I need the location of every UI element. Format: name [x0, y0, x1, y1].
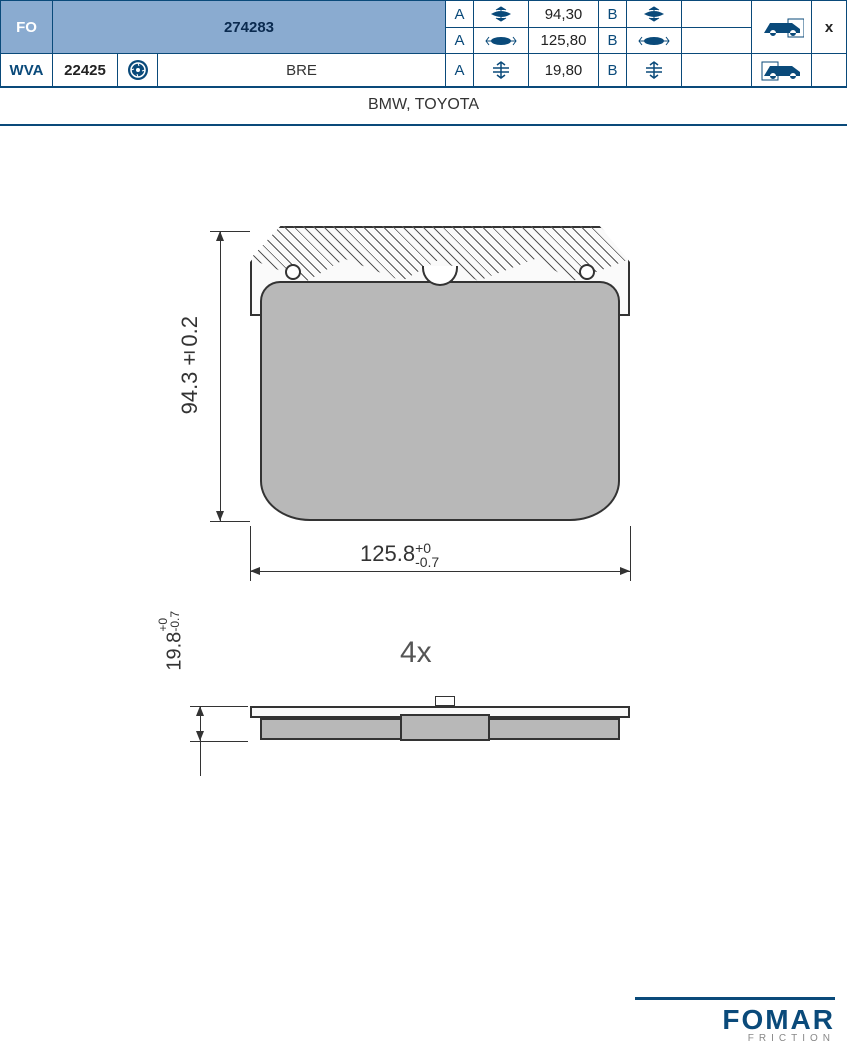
- thick-ext-bot: [190, 741, 248, 742]
- thick-tol-bot: -0.7: [168, 611, 182, 632]
- brand-name: FOMAR: [635, 1004, 835, 1036]
- height-icon-b: [627, 1, 682, 28]
- wva-number: 22425: [53, 54, 118, 88]
- fo-label: FO: [1, 1, 53, 54]
- dim-b-label-2: B: [599, 28, 627, 54]
- quantity-text: 4x: [400, 636, 432, 670]
- bre-code: BRE: [158, 54, 446, 88]
- part-number: 274283: [53, 1, 446, 54]
- disc-icon: [118, 54, 158, 88]
- thickness-icon: [474, 54, 529, 88]
- thick-main: 19.8: [163, 632, 185, 671]
- rear-axle-icon: [752, 54, 812, 88]
- dim-b-label-3: B: [599, 54, 627, 88]
- dim-a-label-3: A: [446, 54, 474, 88]
- spec-header-table: FO 274283 A 94,30 B x A 125,80 B WVA 224…: [0, 0, 847, 88]
- rear-axle-mark: [812, 54, 847, 88]
- width-icon: [474, 28, 529, 54]
- dim-b-label-1: B: [599, 1, 627, 28]
- vehicle-list: BMW, TOYOTA: [0, 88, 847, 126]
- ext-line-bot: [210, 521, 250, 522]
- side-clip: [435, 696, 455, 706]
- dim-b-value-3: [682, 54, 752, 88]
- bolt-hole-right: [579, 264, 595, 280]
- front-axle-icon: [752, 1, 812, 54]
- thickness-dim-arrow: [200, 706, 201, 741]
- height-dim-text: 94.3±0.2: [177, 316, 203, 414]
- thick-ext-below: [200, 741, 201, 776]
- dim-a-value-3: 19,80: [529, 54, 599, 88]
- bolt-hole-left: [285, 264, 301, 280]
- width-icon-b: [627, 28, 682, 54]
- footer-logo: FOMAR FRICTION: [635, 997, 835, 1044]
- width-tol-bot: -0.7: [415, 554, 439, 570]
- width-dim-arrow: [250, 571, 630, 572]
- dim-a-value-2: 125,80: [529, 28, 599, 54]
- dim-a-label-1: A: [446, 1, 474, 28]
- dim-b-value-1: [682, 1, 752, 28]
- pad-friction-surface: [260, 281, 620, 521]
- side-step: [400, 714, 490, 741]
- height-dim-arrow: [220, 231, 221, 521]
- width-dim-text: 125.8+0-0.7: [360, 541, 439, 569]
- height-icon: [474, 1, 529, 28]
- dim-a-value-1: 94,30: [529, 1, 599, 28]
- width-main: 125.8: [360, 541, 415, 566]
- thickness-icon-b: [627, 54, 682, 88]
- pad-side-view: [250, 686, 630, 741]
- thickness-dim-text: 19.8+0-0.7: [157, 611, 186, 671]
- ext-line-right: [630, 526, 631, 581]
- wva-label: WVA: [1, 54, 53, 88]
- technical-drawing: 94.3±0.2 125.8+0-0.7 4x 19.8+0-0.7: [0, 166, 847, 946]
- pad-front-view: [250, 226, 630, 526]
- front-axle-mark: x: [812, 1, 847, 54]
- dim-a-label-2: A: [446, 28, 474, 54]
- dim-b-value-2: [682, 28, 752, 54]
